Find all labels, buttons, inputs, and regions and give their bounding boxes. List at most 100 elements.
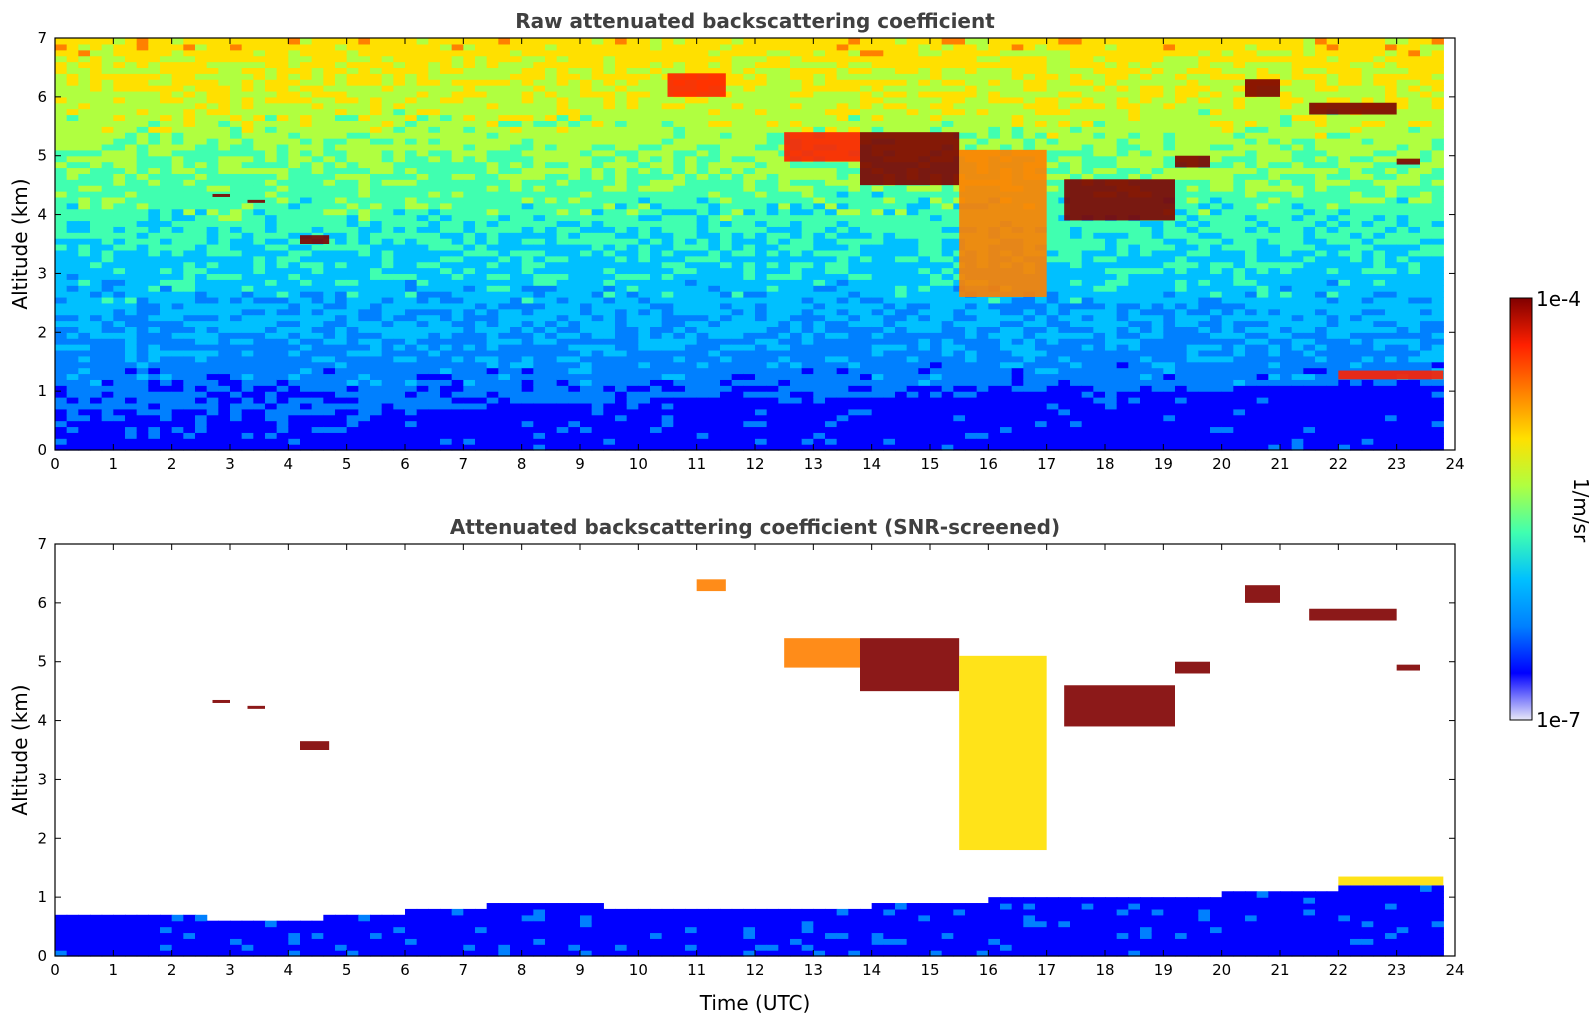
heatmap-cell xyxy=(148,185,161,192)
heatmap-cell xyxy=(475,361,488,369)
heatmap-cell xyxy=(265,249,278,257)
heatmap-cell xyxy=(580,338,593,345)
heatmap-cell xyxy=(545,308,558,316)
heatmap-cell xyxy=(638,114,651,121)
heatmap-cell xyxy=(813,291,826,298)
heatmap-cell xyxy=(113,273,126,280)
heatmap-cell xyxy=(265,373,278,380)
heatmap-cell xyxy=(580,90,593,98)
heatmap-cell xyxy=(580,114,593,121)
heatmap-cell xyxy=(440,261,453,269)
heatmap-cell xyxy=(416,202,429,210)
heatmap-cell xyxy=(510,49,523,57)
heatmap-cell xyxy=(626,185,639,192)
heatmap-cell xyxy=(708,49,721,57)
heatmap-cell xyxy=(790,373,803,380)
heatmap-cell xyxy=(101,249,114,257)
heatmap-cell xyxy=(871,385,884,392)
heatmap-cell xyxy=(148,314,161,322)
heatmap-cell xyxy=(195,255,208,263)
heatmap-cell xyxy=(253,296,266,304)
heatmap-cell xyxy=(463,196,476,204)
heatmap-cell xyxy=(626,114,639,121)
heatmap-cell xyxy=(253,132,266,139)
heatmap-cell xyxy=(125,432,138,439)
heatmap-cell xyxy=(556,43,569,51)
heatmap-cell xyxy=(545,385,558,392)
heatmap-cell xyxy=(790,273,803,280)
heatmap-cell xyxy=(533,279,546,286)
heatmap-cell xyxy=(323,379,336,386)
heatmap-cell xyxy=(778,202,791,210)
heatmap-cell xyxy=(813,391,826,398)
heatmap-cell xyxy=(650,344,663,351)
heatmap-cell xyxy=(300,255,313,263)
heatmap-cell xyxy=(580,302,593,310)
heatmap-cell xyxy=(206,43,219,51)
heatmap-cell xyxy=(440,238,453,245)
heatmap-cell xyxy=(195,385,208,392)
heatmap-cell xyxy=(90,226,103,233)
heatmap-cell xyxy=(591,208,604,216)
heatmap-cell xyxy=(580,326,593,333)
heatmap-cell xyxy=(288,308,301,316)
heatmap-cell xyxy=(836,208,849,216)
heatmap-cell xyxy=(323,149,336,157)
heatmap-cell xyxy=(335,232,348,239)
heatmap-cell xyxy=(370,379,383,386)
heatmap-cell xyxy=(288,49,301,57)
heatmap-cell xyxy=(720,338,733,345)
heatmap-cell xyxy=(603,49,616,57)
heatmap-cell xyxy=(801,267,814,275)
heatmap-cell xyxy=(836,349,849,357)
heatmap-cell xyxy=(790,432,803,439)
heatmap-cell xyxy=(556,238,569,245)
heatmap-cell xyxy=(136,126,149,133)
heatmap-cell xyxy=(743,273,756,280)
heatmap-cell xyxy=(510,179,523,186)
heatmap-cell xyxy=(428,126,441,133)
heatmap-cell xyxy=(463,397,476,404)
heatmap-cell xyxy=(545,444,558,451)
heatmap-cell xyxy=(241,161,254,169)
heatmap-cell xyxy=(451,255,464,263)
heatmap-cell xyxy=(813,379,826,386)
heatmap-cell xyxy=(346,61,359,69)
heatmap-cell xyxy=(90,261,103,269)
heatmap-cell xyxy=(218,385,231,392)
heatmap-cell xyxy=(206,120,219,127)
heatmap-cell xyxy=(440,438,453,445)
heatmap-cell xyxy=(673,314,686,322)
heatmap-cell xyxy=(276,149,289,157)
heatmap-cell xyxy=(696,361,709,369)
heatmap-cell xyxy=(346,55,359,63)
heatmap-cell xyxy=(825,438,838,445)
heatmap-cell xyxy=(696,49,709,57)
heatmap-cell xyxy=(125,196,138,204)
heatmap-cell xyxy=(55,291,68,298)
heatmap-cell xyxy=(661,38,674,45)
heatmap-cell xyxy=(300,391,313,398)
heatmap-cell xyxy=(90,285,103,292)
heatmap-cell xyxy=(416,361,429,369)
heatmap-cell xyxy=(475,420,488,428)
heatmap-cell xyxy=(790,161,803,169)
heatmap-cell xyxy=(603,191,616,198)
heatmap-cell xyxy=(451,67,464,74)
heatmap-cell xyxy=(475,132,488,139)
heatmap-cell xyxy=(300,202,313,210)
heatmap-cell xyxy=(720,214,733,222)
heatmap-cell xyxy=(101,85,114,92)
heatmap-cell xyxy=(778,267,791,275)
heatmap-cell xyxy=(626,308,639,316)
heatmap-cell xyxy=(265,179,278,186)
heatmap-cell xyxy=(335,391,348,398)
heatmap-cell xyxy=(860,420,873,428)
heatmap-cell xyxy=(720,285,733,292)
heatmap-cell xyxy=(673,38,686,45)
heatmap-cell xyxy=(673,191,686,198)
heatmap-cell xyxy=(440,196,453,204)
heatmap-cell xyxy=(801,196,814,204)
heatmap-cell xyxy=(626,414,639,422)
heatmap-cell xyxy=(66,244,79,251)
